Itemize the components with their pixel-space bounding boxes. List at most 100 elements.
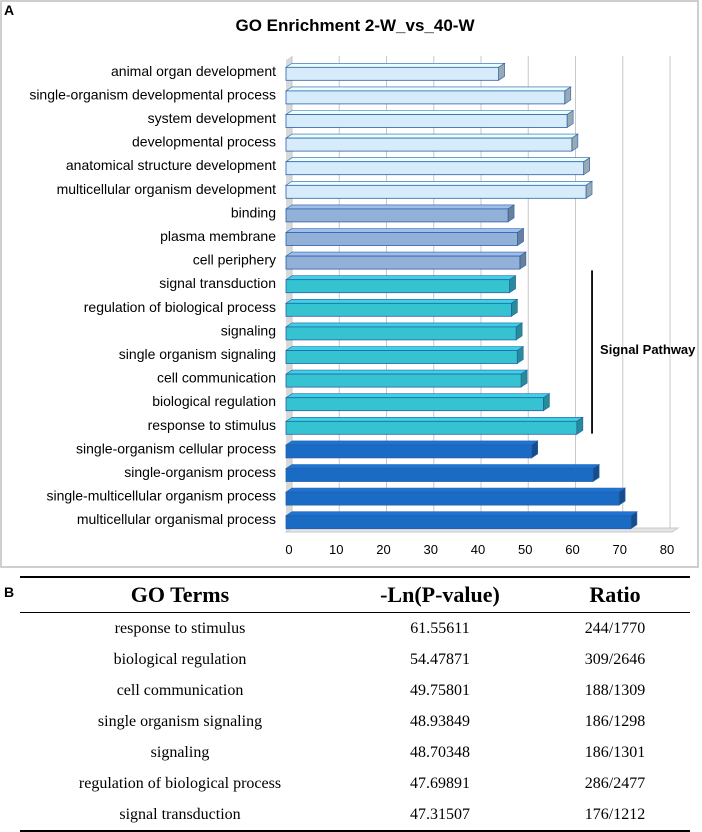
bar-top-face (285, 181, 594, 186)
x-tick-label: 0 (285, 542, 292, 557)
x-tick-label: 80 (660, 542, 674, 557)
category-label: developmental process (132, 134, 276, 150)
chart-title: GO Enrichment 2-W_vs_40-W (235, 16, 475, 35)
bar-top-face (285, 416, 584, 422)
cell-term: signaling (150, 743, 210, 761)
bar (285, 232, 518, 246)
cell-pvalue: 61.55611 (410, 619, 470, 637)
bar-top-face (285, 440, 539, 446)
table-row: signal transduction 47.31507 176/1212 (20, 799, 690, 831)
category-label: single-multicellular organism process (46, 488, 276, 504)
bar-top-face (285, 369, 529, 375)
cell-ratio: 309/2646 (584, 650, 646, 668)
go-terms-table: GO Terms -Ln(P-value) Ratio response to … (20, 576, 690, 832)
cell-term: single organism signaling (97, 712, 263, 730)
bar-top-face (285, 251, 527, 257)
category-label: animal organ development (111, 63, 276, 79)
bar (285, 279, 510, 294)
bar (285, 114, 568, 128)
category-label: regulation of biological process (84, 299, 276, 315)
cell-ratio: 186/1298 (584, 712, 646, 730)
category-label: anatomical structure development (66, 157, 276, 173)
cell-term: response to stimulus (114, 619, 246, 637)
panel-a: A GO Enrichment 2-W_vs_40-W animal organ… (0, 0, 699, 568)
bar (285, 255, 521, 270)
category-label: response to stimulus (148, 417, 276, 433)
x-tick-label: 50 (518, 542, 532, 557)
cell-ratio: 244/1770 (584, 619, 646, 637)
chart-frame (0, 0, 699, 568)
bar-top-face (285, 346, 525, 351)
bar (285, 420, 578, 435)
bar-top-face (285, 133, 579, 139)
bar (285, 137, 573, 152)
category-label: single-organism cellular process (76, 440, 276, 456)
cell-term: biological regulation (113, 650, 247, 668)
bar (285, 184, 587, 199)
bar (285, 373, 522, 388)
bar (285, 444, 533, 459)
table-row: cell communication 49.75801 188/1309 (20, 675, 690, 706)
table-row: biological regulation 54.47871 309/2646 (20, 644, 690, 675)
annotation-layer: Signal Pathway (591, 270, 696, 434)
category-label: signal transduction (159, 275, 276, 291)
table-row: signaling 48.70348 186/1301 (20, 737, 690, 768)
bar (285, 161, 585, 176)
bar-top-face (285, 62, 506, 68)
bar-top-face (285, 157, 591, 162)
bar (285, 208, 509, 223)
category-label: multicellular organism development (57, 181, 277, 197)
x-tick-label: 60 (565, 542, 579, 557)
table-header-row: GO Terms -Ln(P-value) Ratio (20, 577, 690, 613)
category-labels: animal organ development single-organism … (29, 63, 276, 527)
category-label: binding (231, 204, 276, 220)
bar (285, 350, 518, 364)
x-tick-label: 20 (376, 542, 390, 557)
category-label: cell periphery (193, 252, 276, 268)
category-label: single-organism developmental process (29, 86, 276, 102)
bar-top-face (285, 86, 572, 92)
bar (285, 491, 620, 506)
cell-term: regulation of biological process (78, 774, 282, 792)
bar-top-face (285, 322, 524, 328)
bar-top-face (285, 298, 519, 304)
x-tick-label: 70 (613, 542, 627, 557)
cell-ratio: 186/1301 (584, 743, 646, 761)
cell-pvalue: 48.93849 (410, 712, 470, 730)
bar-top-face (285, 464, 601, 469)
table-row: single organism signaling 48.93849 186/1… (20, 706, 690, 737)
category-label: signaling (221, 322, 276, 338)
table-row: response to stimulus 61.55611 244/1770 (20, 613, 690, 645)
cell-pvalue: 47.69891 (410, 774, 470, 792)
cell-pvalue: 54.47871 (410, 650, 470, 668)
cell-term: cell communication (116, 681, 244, 699)
cell-pvalue: 49.75801 (410, 681, 470, 699)
category-label: multicellular organismal process (77, 511, 276, 527)
header-pvalue: -Ln(P-value) (380, 582, 500, 607)
go-enrichment-chart: GO Enrichment 2-W_vs_40-W animal organ d… (0, 0, 699, 568)
signal-pathway-label: Signal Pathway (600, 342, 696, 357)
header-ratio: Ratio (589, 582, 641, 607)
bar-top-face (285, 511, 638, 517)
bar-top-face (285, 228, 525, 233)
bar (285, 515, 632, 530)
cell-ratio: 176/1212 (584, 805, 646, 823)
category-label: system development (148, 110, 277, 126)
panel-label-b: B (4, 584, 15, 600)
bar (285, 468, 594, 482)
bar (285, 90, 566, 105)
x-tick-label: 10 (329, 542, 343, 557)
cell-ratio: 188/1309 (584, 681, 646, 699)
bar (285, 326, 517, 341)
cell-ratio: 286/2477 (584, 774, 646, 792)
category-label: plasma membrane (160, 228, 276, 244)
category-label: single organism signaling (119, 346, 276, 362)
bar-top-face (285, 487, 627, 493)
header-go-terms: GO Terms (130, 582, 230, 607)
bar-top-face (285, 110, 575, 115)
cell-pvalue: 47.31507 (410, 805, 470, 823)
bar (285, 302, 512, 317)
table-row: regulation of biological process 47.6989… (20, 768, 690, 799)
bar-top-face (285, 204, 516, 210)
bar (285, 66, 500, 81)
